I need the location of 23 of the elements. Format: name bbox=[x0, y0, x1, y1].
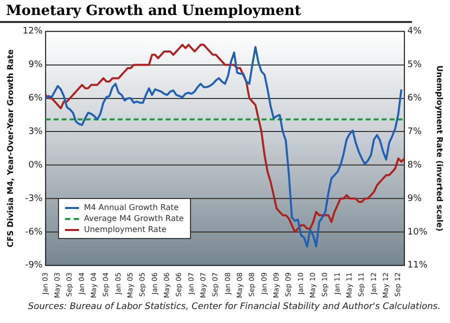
y2-tick-label: 5% bbox=[407, 60, 422, 70]
y2-tick-label: 4% bbox=[407, 26, 422, 37]
y2-axis-title: Unemployment Rate (inverted scale) bbox=[435, 65, 444, 232]
legend-label: M4 Annual Growth Rate bbox=[84, 202, 179, 213]
legend-label: Unemployment Rate bbox=[84, 224, 166, 235]
legend-label: Average M4 Growth Rate bbox=[84, 213, 184, 224]
y-tick-label: 6% bbox=[28, 94, 44, 104]
y-tick-label: -3% bbox=[25, 194, 44, 204]
chart-title: Monetary Growth and Unemployment bbox=[0, 0, 412, 23]
y-tick-label: -6% bbox=[25, 227, 44, 238]
y-tick-label: 9% bbox=[28, 60, 44, 70]
source-note: Sources: Bureau of Labor Statistics, Center for Financial Stability and Author's Calculations. bbox=[27, 302, 442, 312]
y2-tick-label: 10% bbox=[407, 227, 428, 238]
y-tick-label: 12% bbox=[22, 26, 44, 37]
y2-tick-label: 11% bbox=[407, 260, 428, 271]
y2-tick-label: 9% bbox=[407, 194, 422, 204]
y2-tick-label: 6% bbox=[407, 94, 422, 104]
y-tick-label: 3% bbox=[28, 127, 44, 138]
y2-tick-label: 8% bbox=[407, 160, 422, 170]
y-tick-label: -9% bbox=[25, 260, 44, 271]
y2-tick-label: 7% bbox=[407, 127, 422, 138]
y-tick-label: 0% bbox=[28, 160, 44, 170]
y-axis-title: CFS Divisia M4, Year-Over-Year Growth Rate bbox=[6, 48, 15, 248]
